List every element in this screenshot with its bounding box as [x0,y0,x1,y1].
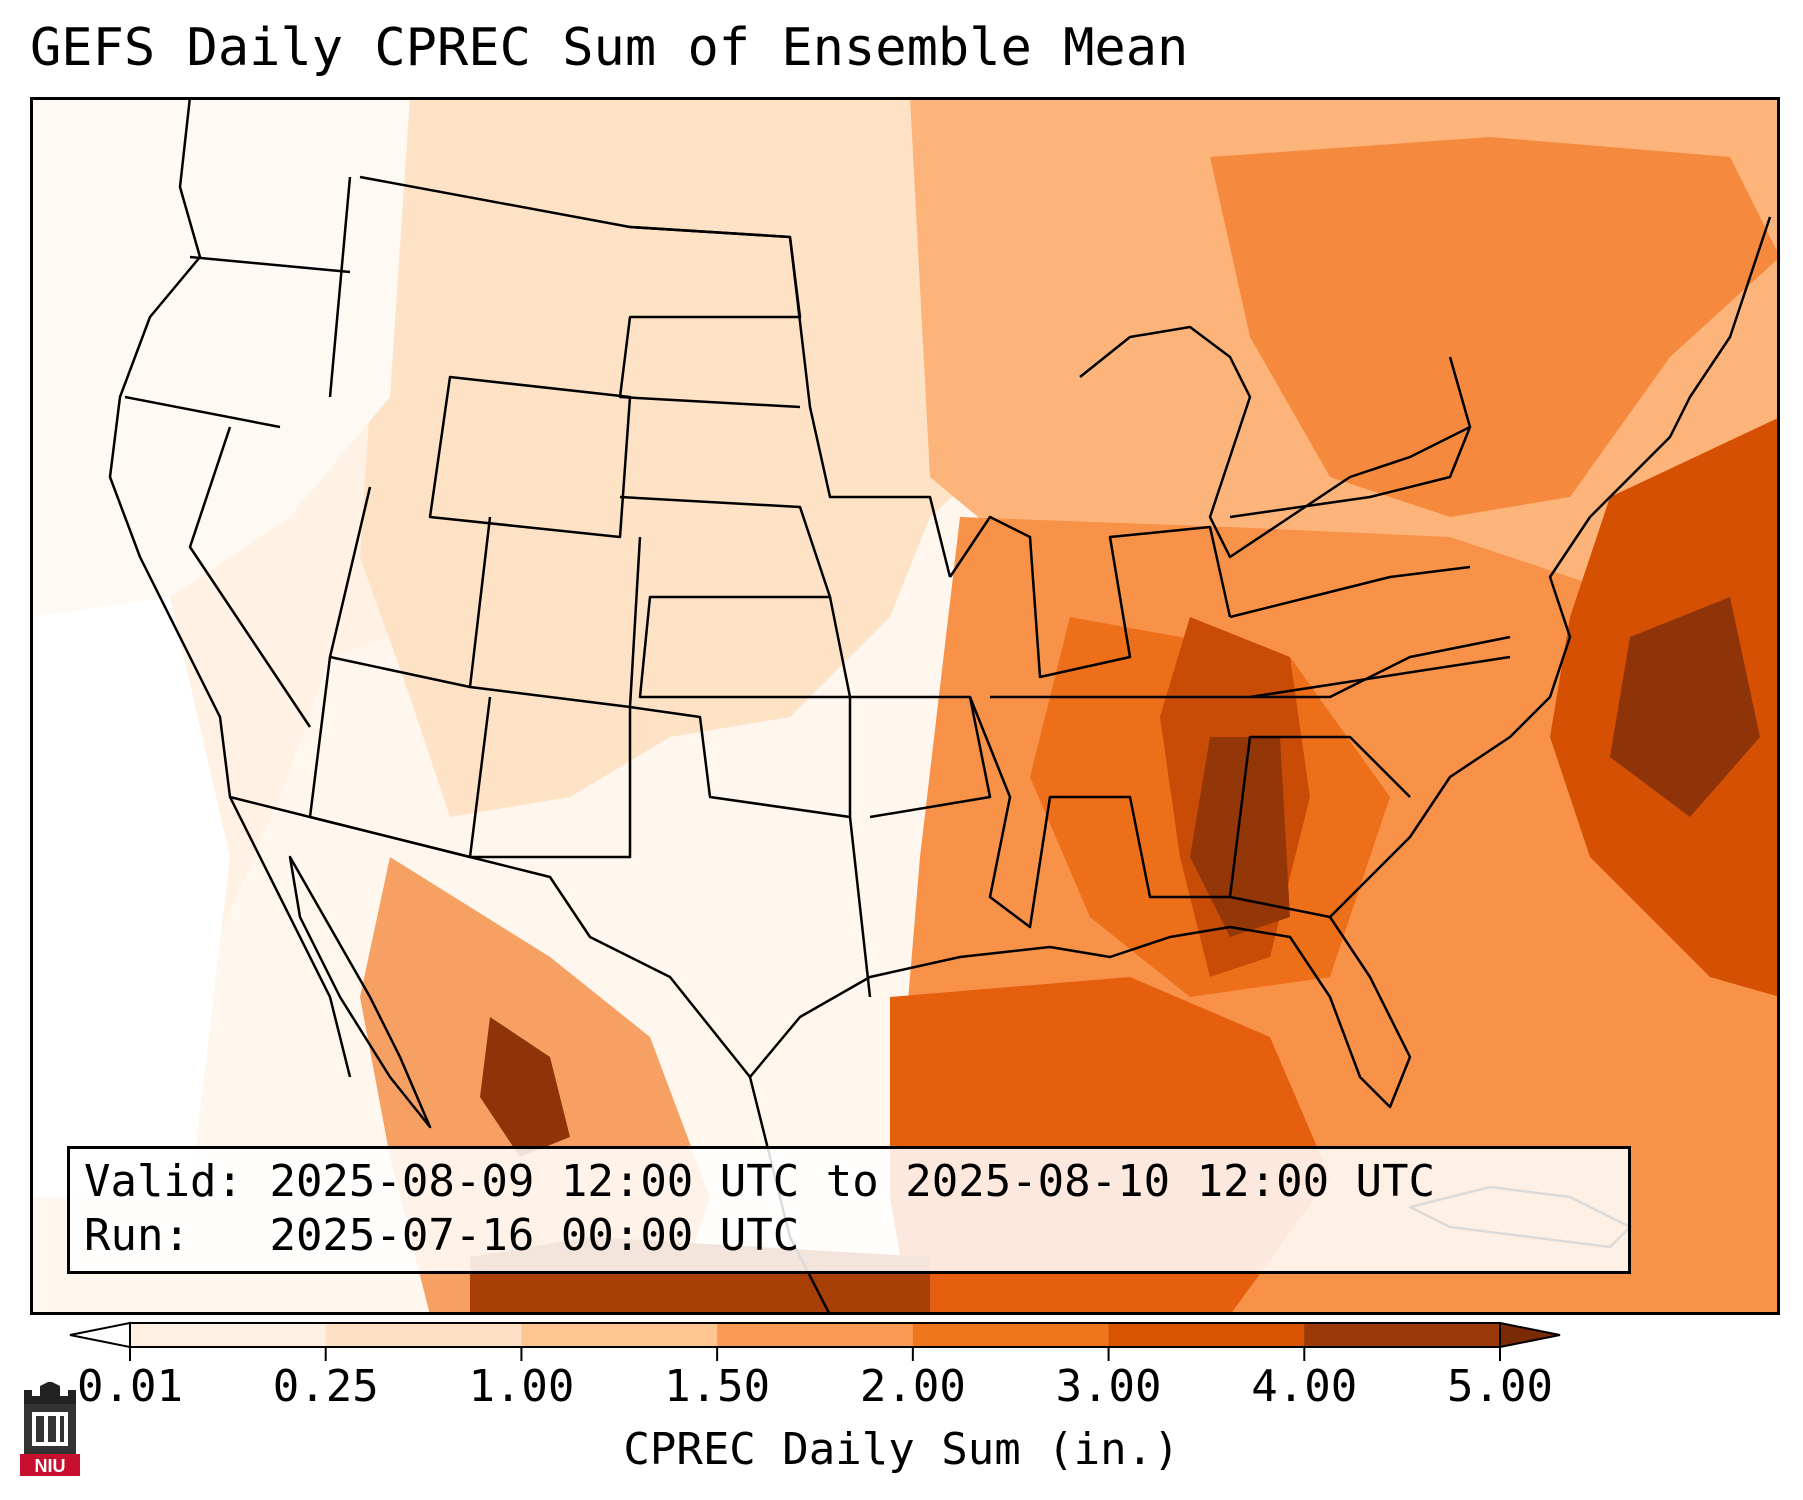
precip-plains-light [360,97,1030,817]
great-lakes [1079,325,1471,559]
border-ne-ks [619,495,850,699]
logo-text: NIU [35,1456,66,1476]
border-us-mexico [229,795,751,1078]
precip-northeast [1210,137,1780,517]
colorbar-tick-label: 1.00 [468,1361,575,1412]
run-value: 2025-07-16 00:00 UTC [269,1210,800,1261]
colorbar-segment [1304,1323,1501,1347]
colorbar-segment [130,1323,327,1347]
border-dakotas [618,225,802,409]
colorbar-tick-label: 1.50 [664,1361,771,1412]
border-ok-tx [629,697,852,819]
valid-value: 2025-08-09 12:00 UTC to 2025-08-10 12:00… [269,1156,1436,1207]
colorbar-segment [521,1323,718,1347]
colorbar-segment [1108,1323,1305,1347]
run-row: Run: 2025-07-16 00:00 UTC [84,1209,1614,1263]
border-pa-ny [1229,356,1472,519]
border-tx-la [848,816,872,998]
border-ga-sc [1228,735,1411,898]
colorbar-label: CPREC Daily Sum (in.) [623,1424,1180,1475]
valid-row: Valid: 2025-08-09 12:00 UTC to 2025-08-1… [84,1155,1614,1209]
colorbar-tick-label: 4.00 [1251,1361,1358,1412]
precip-max-3 [480,1017,570,1157]
border-wy [428,375,632,539]
colorbar-segment [325,1323,522,1347]
border-tn-ky [990,635,1511,699]
colorbar-over-extension [1499,1321,1561,1349]
baja-coast [288,855,432,1129]
run-label: Run: [84,1210,190,1261]
border-nm-tx [470,707,632,859]
colorbar-outline [129,1322,1501,1348]
border-va-nc [1249,655,1511,699]
colorbar-segment [912,1323,1110,1347]
colorbar-tick-label: 5.00 [1447,1361,1553,1412]
atlantic-coast [1329,216,1772,918]
coastlines [108,97,1772,1315]
border-fl [1229,895,1331,919]
map-title: GEFS Daily CPREC Sum of Ensemble Mean [30,18,1189,78]
niu-castle-logo: NIU [20,1382,80,1476]
precip-pacific [30,597,230,1197]
colorbar-tick-label: 2.00 [859,1361,966,1412]
border-ut-co [328,486,492,689]
gulf-coast [749,916,1412,1109]
precip-max-1 [1190,737,1290,937]
border-wv-md [1229,565,1471,619]
colorbar-segment [717,1323,914,1347]
border-mn-ia [788,236,952,578]
colorbar [69,1321,1561,1361]
colorbar-tick-label: 0.01 [77,1361,183,1412]
colorbar-tick-label: 0.25 [272,1361,379,1412]
valid-label: Valid: [84,1156,243,1207]
colorbar-tick-label: 3.00 [1055,1361,1162,1412]
map-frame [30,97,1780,1315]
state-borders [124,175,1511,1078]
precip-max-2 [1610,597,1760,817]
border-ms-al [968,696,1230,929]
border-wa-or [189,255,351,274]
precip-nw-light [30,97,410,617]
border-id [328,176,352,398]
west-coast [108,97,352,1078]
colorbar-under-extension [69,1321,131,1349]
border-nv [188,426,312,728]
precip-map [30,97,1780,1315]
border-or-ca [124,395,281,429]
valid-run-box: Valid: 2025-08-09 12:00 UTC to 2025-08-1… [67,1146,1631,1274]
border-il-in-oh [948,515,1232,679]
